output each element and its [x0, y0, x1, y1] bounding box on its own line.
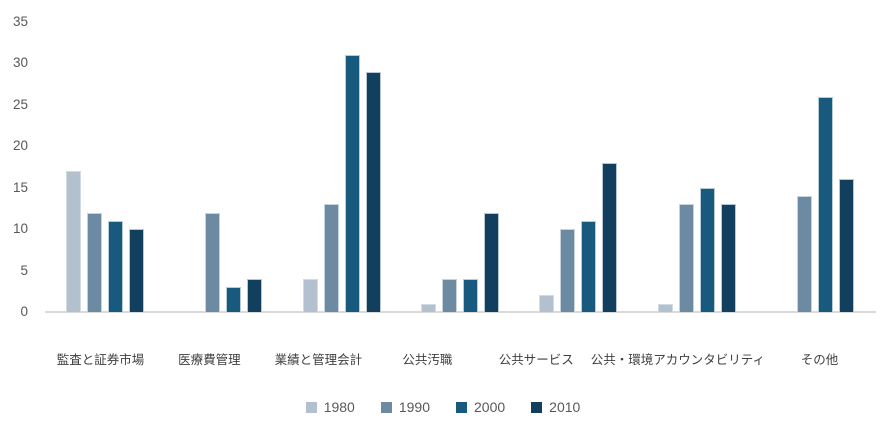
y-tick-label: 30: [12, 55, 28, 71]
x-axis-line: [45, 311, 876, 313]
legend-label: 1980: [323, 399, 355, 415]
bar-1980-2: [302, 279, 318, 312]
x-category-label: 医療費管理: [178, 353, 241, 367]
bar-group-4: [519, 22, 637, 312]
x-category-cell-6: その他: [765, 352, 874, 368]
bar-2010-1: [247, 279, 263, 312]
bar-1990-2: [323, 204, 339, 312]
y-tick-label: 10: [12, 221, 28, 237]
bar-2010-6: [838, 179, 854, 312]
legend-swatch-1980: [305, 401, 317, 413]
bar-1980-0: [66, 171, 82, 312]
plot-area: [46, 22, 874, 312]
x-axis-labels: 監査と証券市場 医療費管理 業績と管理会計 公共汚職 公共サービス 公共・環境アカウンタビ…: [46, 352, 874, 368]
y-tick-label: 20: [12, 138, 28, 154]
bar-2010-2: [365, 72, 381, 312]
legend-item-1980: 1980: [305, 398, 355, 416]
x-category-label: 公共サービス: [498, 353, 574, 367]
x-category-label: 監査と証券市場: [56, 353, 145, 367]
bar-1990-4: [560, 229, 576, 312]
legend-swatch-1990: [380, 401, 392, 413]
legend-label: 1990: [398, 399, 430, 415]
bar-1990-5: [678, 204, 694, 312]
bar-group-3: [401, 22, 519, 312]
y-tick-label: 5: [20, 262, 28, 278]
bar-1980-5: [657, 304, 673, 312]
legend-label: 2010: [549, 399, 581, 415]
legend: 1980 1990 2000 2010: [0, 398, 886, 416]
bar-2000-6: [817, 97, 833, 312]
y-tick-label: 0: [20, 304, 28, 319]
bar-2000-2: [344, 55, 360, 312]
y-tick-label: 35: [12, 14, 28, 29]
bar-2000-5: [699, 188, 715, 312]
y-tick-label: 15: [12, 179, 28, 195]
bar-group-5: [637, 22, 755, 312]
bar-group-0: [46, 22, 164, 312]
bar-2010-4: [602, 163, 618, 312]
bar-2010-5: [720, 204, 736, 312]
bar-2000-4: [581, 221, 597, 312]
x-category-label: 公共汚職: [402, 353, 453, 367]
x-category-label: 業績と管理会計: [274, 353, 363, 367]
bar-group-6: [756, 22, 874, 312]
x-category-label: その他: [800, 353, 839, 367]
bar-1990-6: [796, 196, 812, 312]
x-category-cell-5: 公共・環境アカウンタビリティ: [591, 352, 765, 368]
legend-swatch-2010: [531, 401, 543, 413]
x-category-cell-1: 医療費管理: [155, 352, 264, 368]
bar-1990-3: [441, 279, 457, 312]
x-category-label: 公共・環境アカウンタビリティ: [590, 353, 766, 367]
y-axis: 0 5 10 15 20 25 30 35: [0, 0, 34, 330]
x-category-cell-3: 公共汚職: [373, 352, 482, 368]
bar-2000-0: [108, 221, 124, 312]
bar-1990-0: [87, 213, 103, 312]
legend-item-2010: 2010: [531, 398, 580, 416]
bar-group-1: [164, 22, 282, 312]
legend-swatch-2000: [456, 401, 467, 413]
x-category-cell-0: 監査と証券市場: [46, 352, 155, 368]
bar-1980-3: [420, 304, 436, 312]
bar-group-2: [283, 22, 401, 312]
bar-2000-1: [226, 287, 242, 312]
legend-label: 2000: [474, 399, 506, 415]
legend-item-2000: 2000: [456, 398, 505, 416]
y-tick-label: 25: [12, 96, 28, 112]
bar-2010-3: [483, 213, 499, 312]
legend-item-1990: 1990: [380, 398, 430, 416]
bar-1990-1: [205, 213, 221, 312]
x-category-cell-4: 公共サービス: [482, 352, 591, 368]
bar-2000-3: [462, 279, 478, 312]
bar-2010-0: [129, 229, 145, 312]
bar-1980-4: [539, 295, 555, 312]
x-category-cell-2: 業績と管理会計: [264, 352, 373, 368]
